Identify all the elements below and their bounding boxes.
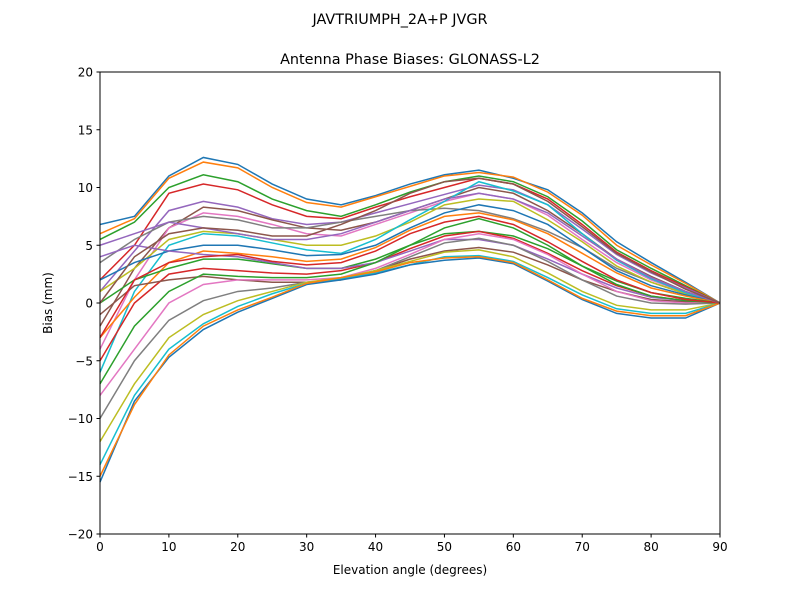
series-line-1 (99, 161, 721, 304)
series-line-21 (99, 256, 721, 477)
series-line-4 (99, 184, 721, 304)
x-tick-label: 80 (643, 540, 658, 554)
series-line-8 (99, 198, 721, 304)
y-tick-label: 10 (78, 181, 93, 195)
x-tick-label: 40 (368, 540, 383, 554)
x-tick-label: 60 (506, 540, 521, 554)
y-tick-label: −10 (68, 412, 93, 426)
y-tick-label: −15 (68, 470, 93, 484)
series-line-23 (99, 215, 721, 339)
series-line-14 (99, 238, 721, 304)
x-axis-label: Elevation angle (degrees) (333, 563, 487, 577)
x-tick-label: 30 (299, 540, 314, 554)
series-line-16 (99, 232, 720, 396)
x-tick-label: 0 (96, 540, 104, 554)
chart-title: Antenna Phase Biases: GLONASS-L2 (280, 52, 540, 68)
y-tick-label: 20 (78, 66, 93, 80)
series-line-11 (99, 212, 721, 339)
suptitle: JAVTRIUMPH_2A+P JVGR (312, 12, 488, 28)
series-line-3 (99, 177, 721, 304)
y-tick-label: 0 (85, 297, 93, 311)
series-line-18 (99, 249, 721, 442)
series-line-13 (99, 230, 721, 362)
y-axis-label: Bias (mm) (41, 272, 55, 334)
series-line-20 (99, 257, 721, 483)
x-tick-label: 50 (437, 540, 452, 554)
series-line-2 (99, 174, 721, 304)
series-line-19 (99, 254, 721, 466)
series-line-25 (99, 177, 721, 304)
x-tick-label: 10 (161, 540, 176, 554)
series-line-9 (99, 180, 721, 373)
x-tick-label: 20 (230, 540, 245, 554)
series-line-6 (99, 192, 721, 350)
axis-ticks: 0 10 20 30 40 50 60 70 80 90 −20 −15 −10 −5 0 5 10 15 20 (68, 66, 728, 555)
y-tick-label: 15 (78, 123, 93, 137)
axes-frame (99, 71, 721, 535)
series-line-10 (99, 204, 721, 304)
y-tick-label: −5 (75, 354, 93, 368)
y-tick-label: 5 (85, 239, 93, 253)
x-tick-label: 70 (575, 540, 590, 554)
x-tick-label: 90 (712, 540, 727, 554)
series-line-22 (99, 217, 721, 385)
series-line-17 (99, 237, 721, 419)
series-line-0 (99, 156, 721, 304)
series-lines (99, 156, 721, 483)
y-tick-label: −20 (68, 528, 93, 542)
